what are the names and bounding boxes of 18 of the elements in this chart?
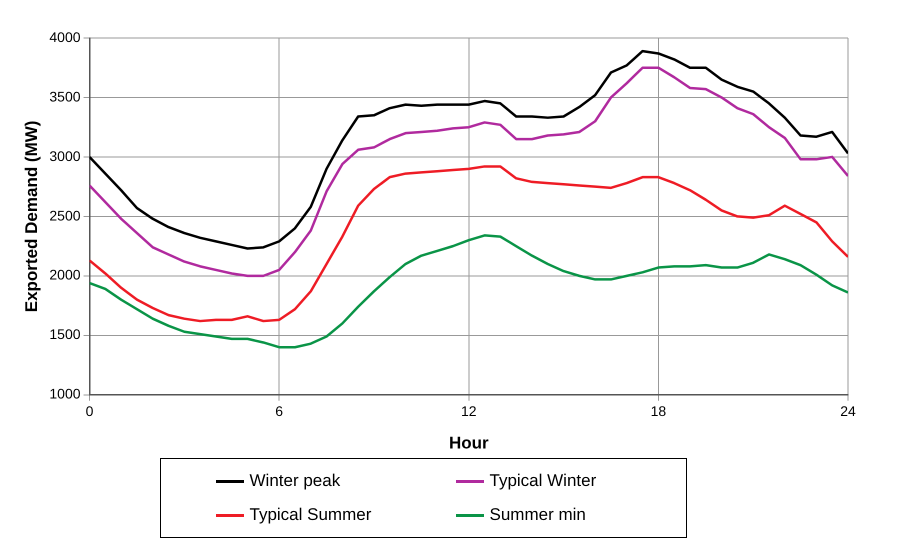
x-tick-label: 6 <box>275 403 284 420</box>
y-tick-label: 3500 <box>49 88 81 104</box>
y-tick-label: 4000 <box>49 28 81 45</box>
y-tick-label: 3000 <box>49 148 81 164</box>
legend-label: Summer min <box>490 505 586 525</box>
y-tick-label: 2000 <box>49 266 81 283</box>
y-tick-label: 1000 <box>49 386 81 402</box>
x-tick-label: 12 <box>460 403 477 420</box>
y-axis-title: Exported Demand (MW) <box>22 120 41 312</box>
y-tick-label: 2500 <box>49 207 81 224</box>
x-tick-label: 24 <box>840 403 856 420</box>
y-tick-label: 1500 <box>49 326 81 342</box>
x-tick-label: 0 <box>86 403 94 420</box>
x-axis-title: Hour <box>448 433 489 452</box>
x-tick-label: 18 <box>650 403 666 420</box>
legend-label: Typical Summer <box>250 505 372 525</box>
legend-label: Winter peak <box>250 471 340 491</box>
legend-label: Typical Winter <box>490 471 596 491</box>
